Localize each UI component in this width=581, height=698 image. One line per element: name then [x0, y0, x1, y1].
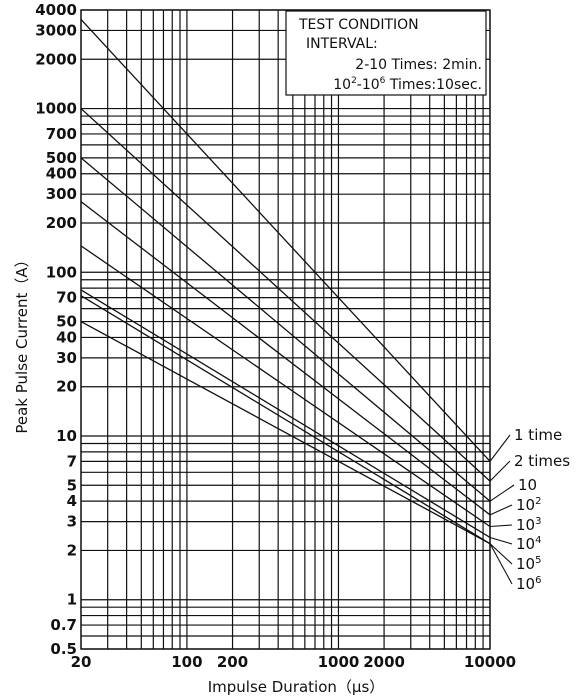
y-tick-label: 4000 [35, 1, 77, 19]
series-label-leader [489, 543, 513, 585]
y-tick-label: 2000 [35, 50, 77, 68]
y-tick-label: 20 [56, 378, 77, 396]
y-tick-label: 1 [67, 591, 77, 609]
series-line [80, 320, 491, 545]
y-tick-label: 3000 [35, 21, 77, 39]
y-tick-label: 3 [67, 513, 77, 531]
test-condition-line1: 2-10 Times: 2min. [355, 57, 482, 73]
y-tick-label: 400 [46, 165, 77, 183]
test-condition-interval: INTERVAL: [306, 36, 378, 52]
test-condition-box-frame [285, 10, 487, 96]
series-label-leader [489, 543, 513, 565]
y-tick-label: 300 [46, 185, 77, 203]
label-leaders [489, 434, 515, 585]
y-tick-label: 70 [56, 289, 77, 307]
series-label-leader [489, 460, 511, 482]
series-line [80, 19, 491, 462]
series-label: 105 [516, 555, 541, 573]
series-label-leader [489, 484, 515, 502]
y-tick-label: 0.7 [50, 616, 77, 634]
series-label: 102 [516, 496, 541, 514]
x-tick-label: 2000 [363, 653, 405, 671]
series-label: 103 [516, 516, 541, 534]
y-tick-label: 1000 [35, 100, 77, 118]
y-tick-label: 4 [67, 492, 77, 510]
x-tick-label: 10000 [464, 653, 516, 671]
y-tick-label: 200 [46, 214, 77, 232]
y-tick-label: 100 [46, 263, 77, 281]
test-condition-line2: 102-106 Times:10sec. [333, 76, 482, 93]
x-tick-label: 20 [71, 653, 92, 671]
x-axis-title: Impulse Duration（μs） [208, 678, 385, 696]
series-label-leader [489, 434, 511, 462]
series-line [80, 289, 491, 539]
y-tick-label: 30 [56, 349, 77, 367]
y-tick-label: 50 [56, 313, 77, 331]
series-label: 2 times [514, 452, 570, 470]
series-label: 104 [516, 535, 541, 553]
y-tick-labels: 4000300020001000700500400300200100705040… [35, 1, 77, 658]
series-label: 106 [516, 575, 541, 593]
y-tick-label: 500 [46, 149, 77, 167]
x-tick-labels: 20 100 200 1000 2000 10000 [71, 653, 517, 671]
test-condition-box: TEST CONDITION INTERVAL: 2-10 Times: 2mi… [285, 10, 487, 96]
series-label-leader [489, 524, 513, 528]
x-tick-label: 200 [217, 653, 248, 671]
y-tick-label: 5 [67, 476, 77, 494]
series-line [80, 245, 491, 528]
y-tick-label: 40 [56, 328, 77, 346]
series-label-leader [489, 536, 513, 545]
x-tick-label: 100 [171, 653, 202, 671]
y-tick-label: 0.5 [50, 640, 77, 658]
series-line [80, 201, 491, 516]
series-label: 10 [518, 476, 537, 494]
x-tick-label: 1000 [318, 653, 360, 671]
series-label: 1 time [514, 426, 562, 444]
y-tick-label: 700 [46, 125, 77, 143]
plot-frame [80, 9, 491, 650]
y-axis-title: Peak Pulse Current（A） [13, 252, 31, 433]
test-condition-title: TEST CONDITION [298, 17, 419, 33]
y-tick-label: 10 [56, 427, 77, 445]
series-line [80, 295, 491, 545]
series-label-leader [489, 504, 513, 516]
y-tick-label: 7 [67, 452, 77, 470]
series-line [80, 108, 491, 482]
series-lines [80, 19, 491, 545]
y-tick-label: 2 [67, 541, 77, 559]
series-line [80, 157, 491, 502]
